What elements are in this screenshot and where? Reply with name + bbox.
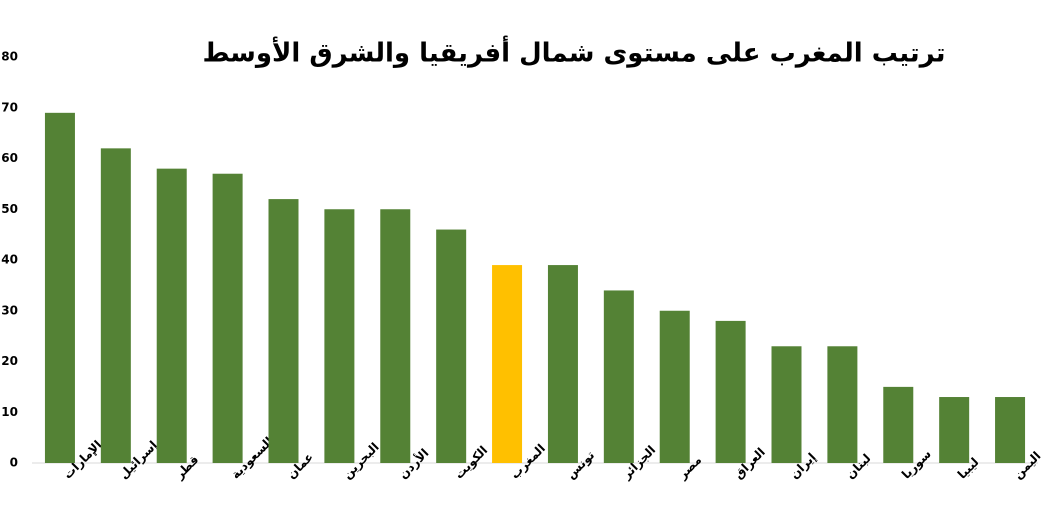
y-tick-label: 50 — [1, 202, 18, 216]
bar — [268, 199, 299, 463]
bar — [212, 173, 243, 463]
y-tick-label: 40 — [1, 253, 18, 267]
chart-title: ترتيب المغرب على مستوى شمال أفريقيا والش… — [202, 36, 945, 69]
y-tick-label: 70 — [1, 100, 18, 114]
y-tick-label: 20 — [1, 354, 18, 368]
bar — [939, 397, 970, 463]
bar — [827, 346, 858, 463]
y-tick-label: 80 — [1, 50, 18, 64]
bar — [603, 290, 634, 463]
y-tick-label: 30 — [1, 303, 18, 317]
bar — [492, 265, 523, 463]
bar — [380, 209, 411, 463]
y-tick-label: 60 — [1, 151, 18, 165]
bar — [436, 229, 467, 463]
bar — [659, 310, 690, 463]
bar — [771, 346, 802, 463]
bar — [883, 386, 914, 463]
bar — [715, 320, 746, 463]
bar — [100, 148, 131, 463]
bar — [547, 265, 578, 463]
y-tick-label: 0 — [10, 456, 18, 470]
bar — [44, 112, 75, 463]
y-tick-label: 10 — [1, 405, 18, 419]
bar — [995, 397, 1026, 463]
bar — [324, 209, 355, 463]
bar — [156, 168, 187, 463]
